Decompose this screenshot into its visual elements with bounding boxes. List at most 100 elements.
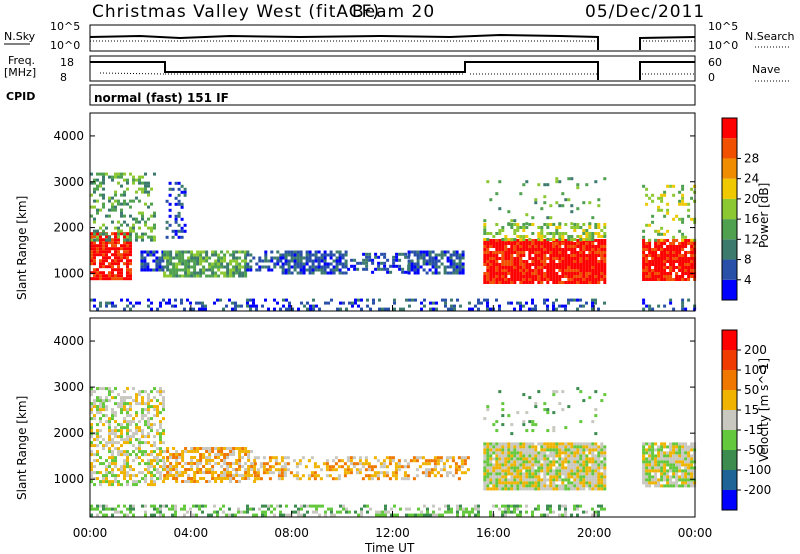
power-cell [561, 254, 565, 257]
velocity-cell [318, 504, 321, 508]
power-cell [558, 222, 562, 226]
power-cell [564, 307, 567, 311]
velocity-cell [600, 454, 604, 458]
velocity-cell [516, 463, 520, 467]
power-cell [155, 250, 159, 254]
velocity-cell [163, 474, 167, 477]
velocity-cell [516, 478, 520, 482]
power-cell [585, 232, 589, 235]
power-cell [486, 269, 490, 272]
velocity-cell [135, 447, 138, 451]
velocity-cell [174, 507, 177, 511]
velocity-cell [537, 507, 540, 511]
velocity-cell [108, 420, 111, 424]
freq-tick-top: 18 [60, 56, 74, 69]
power-cell [102, 277, 105, 281]
power-cell [153, 172, 156, 176]
power-cell [582, 251, 586, 254]
velocity-cell [163, 462, 167, 465]
velocity-cell [675, 457, 679, 461]
power-cell [190, 256, 194, 260]
power-cell [175, 262, 179, 266]
velocity-cell [537, 454, 541, 458]
power-cell [603, 301, 606, 305]
power-cell [132, 199, 135, 203]
velocity-cell [361, 465, 365, 469]
velocity-cell [144, 504, 147, 508]
power-cell [576, 269, 580, 272]
velocity-cell [585, 454, 589, 458]
velocity-cell [600, 478, 604, 482]
velocity-cell [348, 510, 351, 514]
velocity-cell [660, 475, 664, 479]
power-cell [108, 175, 111, 179]
power-cell [419, 253, 423, 257]
velocity-cell [349, 468, 353, 472]
velocity-cell [657, 448, 661, 452]
power-cell [123, 244, 126, 248]
velocity-cell [525, 481, 529, 485]
velocity-cell [138, 429, 141, 433]
power-cell [594, 272, 598, 275]
velocity-cell [196, 459, 200, 462]
power-cell [498, 281, 502, 284]
velocity-cell [591, 451, 595, 455]
velocity-cell [339, 504, 342, 508]
velocity-cell [268, 468, 272, 472]
velocity-cell [600, 399, 604, 403]
power-cell [429, 301, 432, 305]
power-cell [675, 275, 679, 278]
velocity-cell [424, 459, 428, 463]
power-cell [576, 183, 580, 187]
power-cell [423, 304, 426, 308]
velocity-cell [214, 462, 218, 465]
power-cell [501, 242, 505, 245]
velocity-cell [415, 459, 419, 463]
velocity-cell [463, 456, 467, 460]
power-cell [129, 250, 132, 254]
power-cell [651, 275, 655, 278]
velocity-cell [579, 448, 583, 452]
velocity-cell [528, 463, 532, 467]
power-colorbar-swatch [722, 259, 737, 280]
power-cell [582, 257, 586, 260]
velocity-cell [150, 390, 153, 394]
velocity-cell [528, 466, 532, 470]
velocity-cell [582, 454, 586, 458]
velocity-cell [552, 390, 556, 394]
power-cell [690, 245, 694, 248]
velocity-cell [376, 471, 380, 475]
power-cell [555, 307, 558, 311]
velocity-cell [498, 463, 502, 467]
power-cell [174, 229, 178, 233]
power-cell [229, 271, 233, 275]
power-cell [552, 301, 555, 305]
power-cell [651, 251, 655, 254]
power-cell [480, 301, 483, 305]
velocity-cell [519, 513, 522, 517]
power-cell [537, 232, 541, 235]
power-cell [600, 239, 604, 242]
power-cell [504, 248, 508, 251]
power-cell [255, 262, 259, 266]
velocity-cell [370, 474, 374, 478]
velocity-cell [117, 429, 120, 433]
velocity-cell [501, 460, 505, 464]
power-cell [603, 275, 607, 278]
velocity-cell [495, 466, 499, 470]
power-cell [90, 271, 93, 275]
power-cell [120, 223, 123, 227]
velocity-cell [666, 478, 670, 482]
power-cell [543, 298, 546, 302]
velocity-cell [645, 451, 649, 455]
velocity-cell [558, 487, 562, 491]
power-cell [120, 274, 123, 278]
power-colorbar-tick-label: 24 [744, 172, 759, 186]
power-cell [168, 298, 171, 302]
velocity-cell [153, 396, 156, 400]
power-cell [519, 235, 523, 238]
velocity-colorbar-swatch [722, 490, 737, 510]
power-cell [117, 274, 120, 278]
power-cell [489, 281, 493, 284]
velocity-cell [448, 465, 452, 469]
